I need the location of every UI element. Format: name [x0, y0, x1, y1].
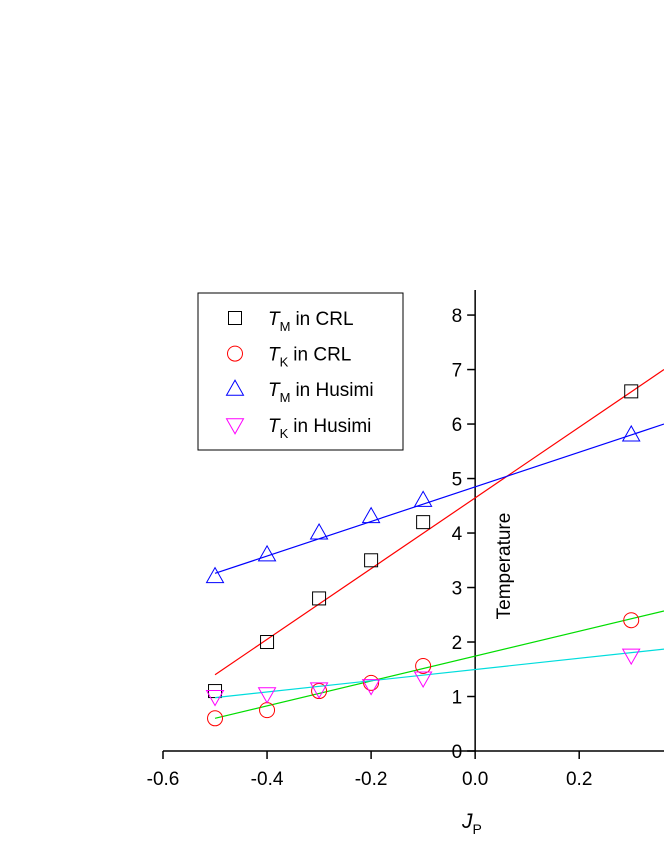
marker-circle [207, 710, 224, 727]
marker-circle [363, 674, 380, 691]
marker-circle [227, 345, 243, 362]
legend-sub: K [280, 426, 289, 441]
legend-name: in CRL [295, 309, 353, 330]
marker-square [364, 553, 379, 568]
legend-name: in Husimi [293, 416, 371, 437]
y-tick-label: 3 [452, 579, 463, 600]
marker-triangle-up [257, 544, 277, 562]
x-label-symbol: J [461, 810, 473, 833]
marker-square [312, 591, 327, 606]
marker-triangle-down [205, 690, 225, 707]
legend-label: TK in CRL [268, 345, 351, 370]
y-tick-label: 1 [452, 688, 463, 709]
y-tick-label: 6 [452, 415, 463, 436]
marker-square [624, 384, 639, 399]
marker-triangle-down [257, 687, 277, 704]
marker-triangle-down [225, 418, 245, 435]
marker-triangle-up [361, 506, 381, 524]
marker-triangle-down [621, 648, 641, 666]
legend-symbol: T [268, 380, 281, 401]
marker-triangle-down [361, 679, 381, 696]
legend-symbol: T [268, 345, 281, 366]
marker-triangle-up [413, 490, 433, 507]
legend-label: TM in Husimi [268, 380, 374, 405]
x-tick-label: -0.6 [147, 769, 180, 790]
legend-sub: M [280, 390, 291, 405]
marker-square [260, 635, 275, 650]
y-tick-label: 4 [452, 524, 463, 545]
x-tick-label: -0.4 [251, 769, 284, 790]
x-tick-label: 0.2 [566, 769, 592, 790]
x-tick-label: 0.0 [462, 769, 488, 790]
legend-name: in Husimi [295, 380, 373, 401]
marker-triangle-up [309, 523, 329, 540]
marker-square [208, 684, 223, 699]
y-tick-label: 2 [452, 633, 463, 654]
x-axis-label: JP [461, 810, 482, 837]
marker-square [416, 515, 431, 530]
legend-label: TM in CRL [268, 309, 354, 334]
fit-line [214, 648, 664, 699]
fit-line [214, 610, 664, 719]
marker-circle [259, 702, 276, 719]
legend-symbol: T [268, 416, 281, 437]
marker-circle [415, 657, 432, 674]
y-tick-label: 7 [452, 361, 463, 382]
fit-line [214, 423, 664, 574]
x-label-sub: P [473, 821, 482, 837]
legend-sub: M [280, 319, 291, 334]
x-tick-label: -0.2 [355, 769, 388, 790]
y-axis-label: Temperature [494, 513, 515, 620]
marker-triangle-down [309, 682, 329, 699]
legend-name: in CRL [293, 345, 351, 366]
marker-triangle-up [225, 379, 245, 396]
marker-triangle-down [413, 671, 433, 688]
y-tick-label: 0 [452, 742, 463, 763]
y-tick-label: 8 [452, 306, 463, 327]
fit-line [214, 369, 664, 676]
marker-triangle-up [205, 566, 225, 584]
legend-symbol: T [268, 309, 281, 330]
legend-sub: K [280, 355, 289, 370]
marker-square [228, 311, 242, 325]
marker-triangle-up [621, 424, 641, 442]
marker-circle [623, 612, 640, 629]
y-tick-label: 5 [452, 470, 463, 491]
legend-box [197, 292, 404, 451]
legend-label: TK in Husimi [268, 416, 371, 441]
